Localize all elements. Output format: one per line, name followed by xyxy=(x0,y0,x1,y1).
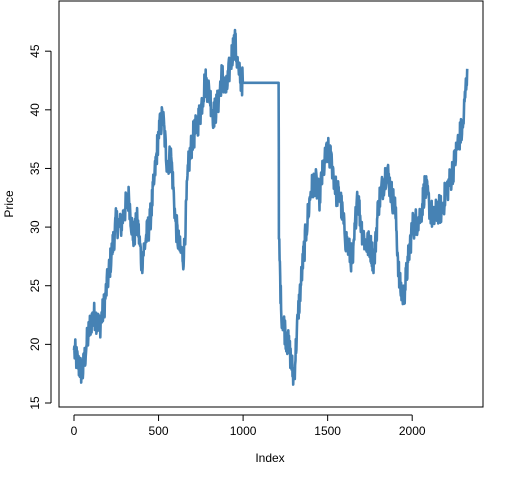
series-layer xyxy=(72,28,469,386)
y-tick-label: 20 xyxy=(28,337,42,351)
y-tick-label: 25 xyxy=(28,279,42,293)
price-series-line xyxy=(72,28,469,386)
y-tick-label: 40 xyxy=(28,103,42,117)
y-tick-label: 15 xyxy=(28,396,42,410)
x-tick-label: 2000 xyxy=(399,424,426,438)
x-tick-label: 1000 xyxy=(230,424,257,438)
y-tick-label: 35 xyxy=(28,161,42,175)
y-axis: 15 20 25 30 35 40 45 xyxy=(28,44,52,410)
x-tick-label: 1500 xyxy=(314,424,341,438)
x-axis: 0 500 1000 1500 2000 xyxy=(71,414,426,438)
y-tick-label: 30 xyxy=(28,220,42,234)
x-tick-label: 0 xyxy=(71,424,78,438)
x-tick-label: 500 xyxy=(149,424,169,438)
y-tick-label: 45 xyxy=(28,44,42,58)
x-axis-title: Index xyxy=(255,451,284,465)
plot-area-box xyxy=(58,0,484,408)
y-axis-title: Price xyxy=(2,190,16,218)
